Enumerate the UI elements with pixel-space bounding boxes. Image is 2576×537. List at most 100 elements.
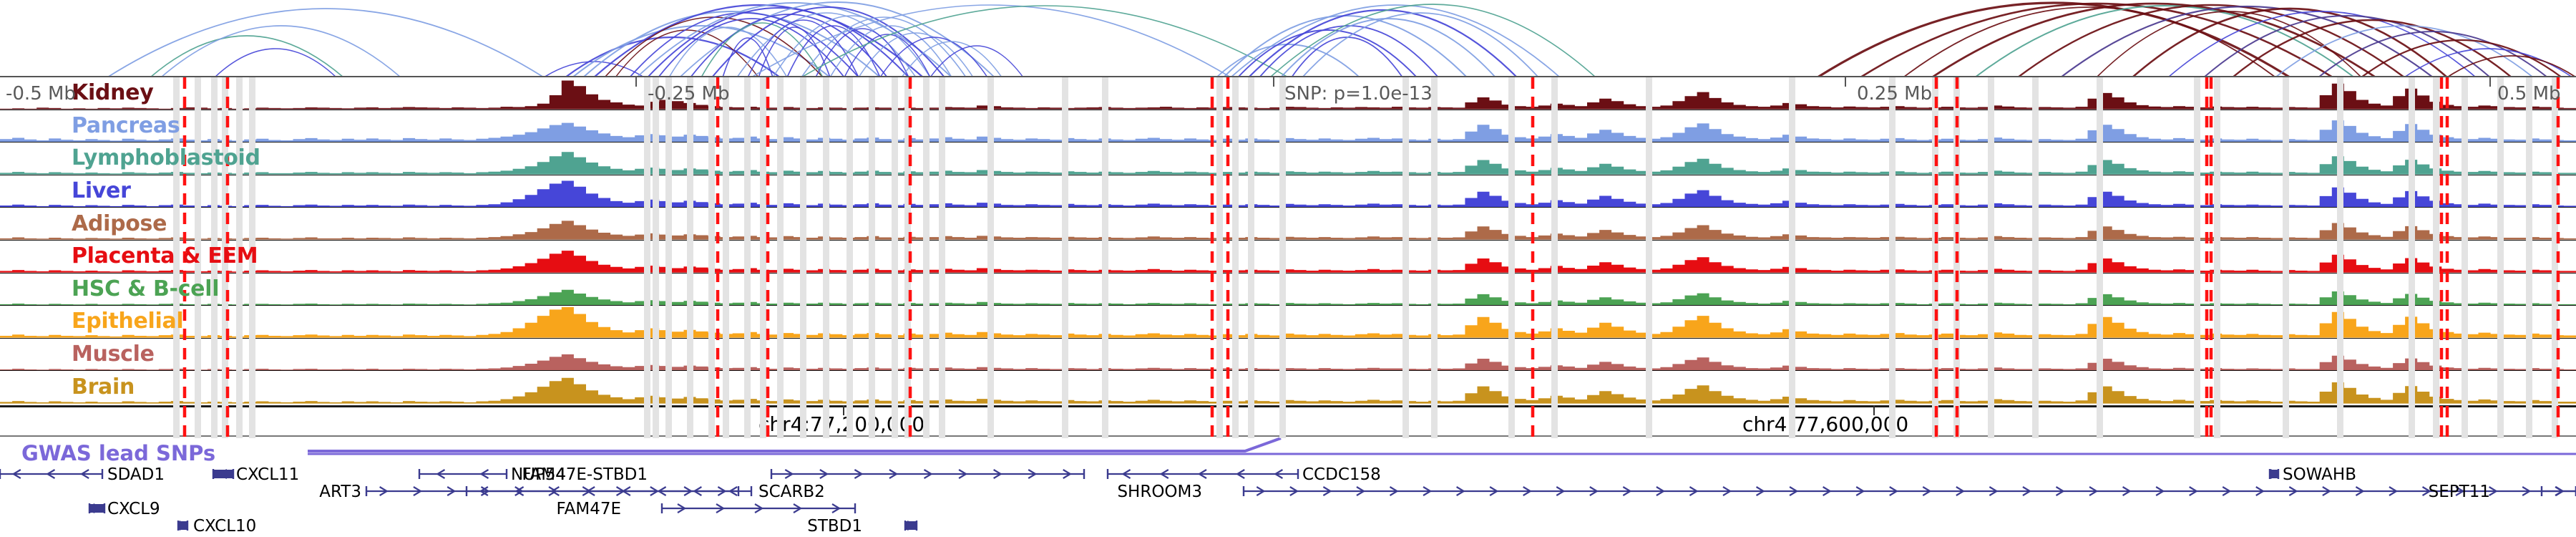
interaction-arc <box>150 35 344 77</box>
gene-model[interactable]: SOWAHB <box>2268 465 2356 484</box>
gene-model[interactable]: NUP54 <box>418 465 566 484</box>
interaction-arc <box>1230 4 1561 77</box>
interaction-arc <box>160 25 401 77</box>
interaction-arc <box>2203 15 2491 77</box>
axis-tick-label: 0.5 Mb <box>2497 83 2561 105</box>
interaction-arc <box>747 19 859 77</box>
gene-label: FAM47E <box>557 500 622 518</box>
gene-label: FAM47E-STBD1 <box>522 465 648 484</box>
chromatin-arc-panel <box>0 0 2576 77</box>
interaction-arc <box>1817 1 2290 77</box>
interaction-arc <box>2446 55 2576 77</box>
genomic-axis-tick <box>1932 405 1933 415</box>
interaction-arc <box>879 37 988 77</box>
interaction-arc <box>615 29 759 77</box>
gene-model[interactable]: SDAD1 <box>0 465 165 484</box>
interaction-arc <box>1269 4 1596 77</box>
interaction-arc <box>107 8 545 77</box>
interaction-arc <box>786 25 881 77</box>
gene-label: SDAD1 <box>107 465 165 484</box>
track-signal-plot <box>0 120 2576 142</box>
interaction-arc <box>543 61 645 77</box>
gene-model[interactable]: FAM47E-STBD1 <box>522 465 1085 484</box>
axis-tick-mark <box>635 77 637 87</box>
interaction-arc <box>1237 29 1418 77</box>
interaction-arc <box>758 26 831 77</box>
interaction-arc <box>658 18 845 77</box>
interaction-arc <box>2132 7 2448 77</box>
interaction-arc <box>2361 39 2562 77</box>
track-liver[interactable]: Liver <box>0 175 2576 208</box>
arc-svg <box>107 1 2576 77</box>
track-signal-plot <box>0 251 2576 273</box>
interaction-arc <box>930 45 1024 77</box>
gene-annotation-panel: GWAS lead SNPs SDAD1 CXCL11 NUP54 FAM47E-ST… <box>0 405 2576 537</box>
genomic-coordinate-label: chr4:77,200,000 <box>758 412 925 436</box>
gene-model[interactable]: CXCL9 <box>88 500 160 518</box>
interaction-arc <box>701 22 824 77</box>
track-signal-plot <box>0 307 2576 338</box>
genomic-coordinate-label: chr4:77,600,000 <box>1742 412 1909 436</box>
gene-model[interactable]: CXCL10 <box>177 517 256 536</box>
genomic-axis-tick <box>1873 405 1875 415</box>
track-placenta-eem[interactable]: Placenta & EEM <box>0 241 2576 274</box>
gene-label: SCARB2 <box>758 483 825 501</box>
interaction-arc <box>1974 5 2355 77</box>
track-epithelial[interactable]: Epithelial <box>0 306 2576 339</box>
track-signal-plot <box>0 221 2576 240</box>
interaction-arc <box>2017 4 2405 77</box>
interaction-arc <box>736 12 917 77</box>
axis-tick-label: -0.5 Mb <box>6 83 76 105</box>
gwas-lead-snps-label: GWAS lead SNPs <box>21 441 216 465</box>
interaction-arc <box>214 48 337 77</box>
interaction-arc <box>772 15 931 77</box>
track-adipose[interactable]: Adipose <box>0 208 2576 241</box>
gene-model[interactable]: STBD1 <box>807 517 918 536</box>
axis-tick-mark <box>1273 77 1274 87</box>
interaction-arc <box>2167 11 2477 77</box>
track-signal-plot <box>0 354 2576 371</box>
interaction-arc <box>901 41 1002 77</box>
interaction-arc <box>1248 9 1518 77</box>
interaction-arc <box>1860 2 2333 77</box>
gene-label: CXCL9 <box>107 500 160 518</box>
signal-tracks-panel: Kidney Pancreas Lymphoblastoid Liver Adipose… <box>0 76 2576 438</box>
gene-model[interactable]: CCDC158 <box>1106 465 1381 484</box>
axis-tick-label: 0.25 Mb <box>1857 83 1933 105</box>
track-hsc-b-cell[interactable]: HSC & B-cell <box>0 274 2576 306</box>
interaction-arc <box>1302 12 1539 77</box>
track-pancreas[interactable]: Pancreas <box>0 110 2576 143</box>
track-muscle[interactable]: Muscle <box>0 339 2576 372</box>
gene-model[interactable]: SEPT11 <box>2429 483 2576 501</box>
gene-model[interactable]: SHROOM3 <box>1117 483 2576 501</box>
gene-model[interactable]: FAM47E <box>557 500 857 518</box>
axis-tick-mark <box>2489 77 2491 87</box>
gene-label: CXCL11 <box>236 465 299 484</box>
interaction-arc <box>1931 2 2376 77</box>
gwas-connector-line <box>308 437 1282 453</box>
track-lymphoblastoid[interactable]: Lymphoblastoid <box>0 142 2576 175</box>
interaction-arc <box>2096 11 2362 77</box>
interaction-arc <box>668 26 788 77</box>
gene-model[interactable]: CXCL11 <box>212 465 299 484</box>
track-brain[interactable]: Brain <box>0 371 2576 404</box>
interaction-arc <box>636 2 952 77</box>
interaction-arc <box>582 11 881 77</box>
interaction-arc <box>844 34 931 77</box>
genomic-axis-tick <box>843 405 844 415</box>
gene-label: STBD1 <box>807 517 862 536</box>
track-signal-plot <box>0 180 2576 208</box>
genomic-axis-rule <box>0 405 2576 407</box>
interaction-arc <box>2275 25 2534 77</box>
interaction-arc <box>858 32 974 77</box>
interaction-arc <box>829 25 952 77</box>
interaction-arc <box>2404 48 2573 77</box>
interaction-arc <box>1903 6 2276 77</box>
interaction-arc <box>801 16 967 77</box>
gene-model[interactable]: SCARB2 <box>465 483 825 501</box>
interaction-arc <box>1280 18 1496 77</box>
gene-label: NUP54 <box>511 465 566 484</box>
gene-label: SEPT11 <box>2429 483 2490 501</box>
